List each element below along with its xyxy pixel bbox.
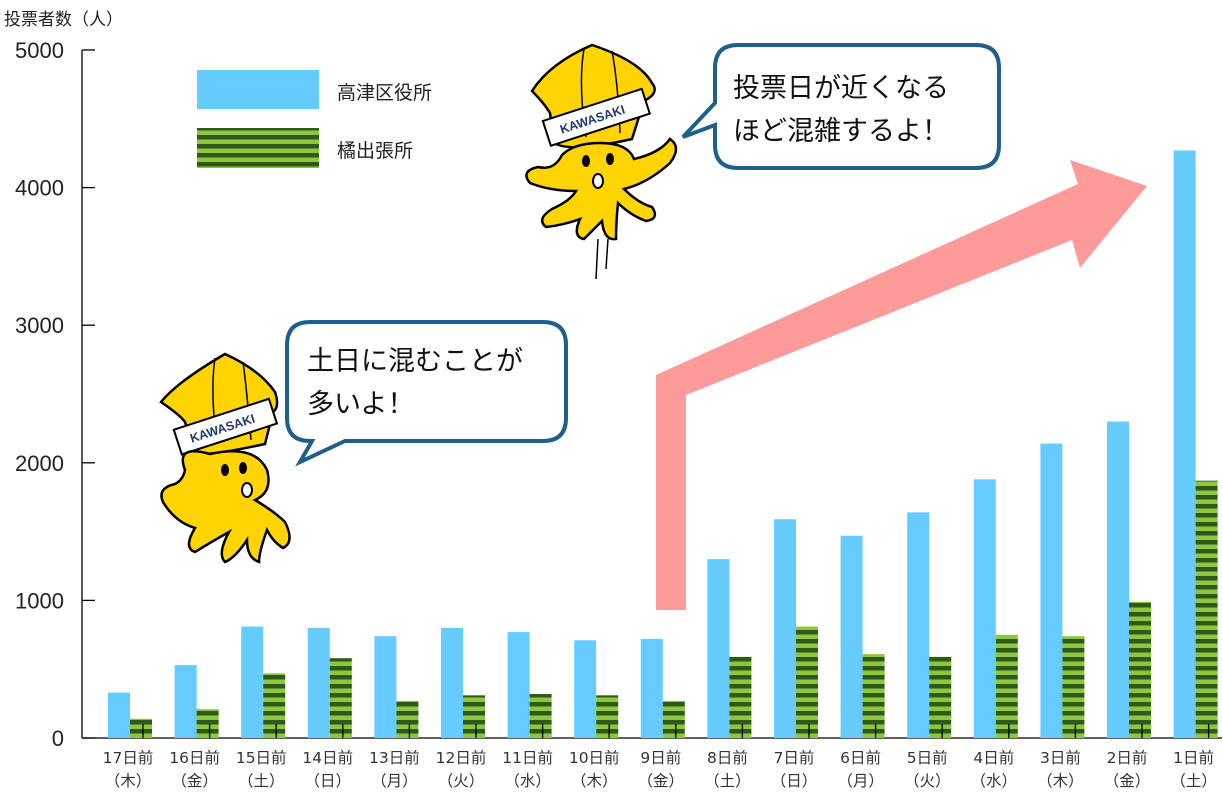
bar-kotsu [774, 519, 796, 738]
bar-kotsu [973, 479, 996, 738]
bar-tachibana [1195, 480, 1218, 738]
x-category-day: 9日前 [640, 749, 681, 767]
x-category-weekday: （月） [371, 772, 418, 790]
y-tick-marks [82, 49, 95, 739]
speech-bubble-left: 土日に混むことが 多いよ！ [285, 320, 568, 467]
y-tick-labels: 5000 4000 3000 2000 1000 0 [15, 38, 64, 751]
speech-bubble-right: 投票日が近くなる ほど混雑するよ！ [681, 43, 1001, 170]
bubble-left-line-2: 多いよ！ [307, 389, 414, 420]
bar-kotsu [1040, 443, 1063, 738]
legend-label-kotsu: 高津区役所 [337, 82, 432, 104]
bar-tachibana [662, 700, 685, 738]
x-category-day: 6日前 [840, 749, 881, 767]
bar-tachibana [929, 656, 952, 738]
x-category-weekday: （月） [837, 772, 884, 790]
x-category-day: 15日前 [236, 749, 287, 767]
legend: 高津区役所 橘出張所 [197, 70, 432, 168]
x-category-weekday: （火） [904, 772, 951, 790]
bar-kotsu [1107, 421, 1129, 738]
y-axis-label: 投票者数（人） [4, 10, 123, 30]
x-category-weekday: （木） [571, 772, 618, 790]
bar-tachibana [862, 654, 885, 738]
bar-tachibana [329, 658, 352, 738]
x-category-weekday: （金） [638, 772, 685, 790]
bar-tachibana [396, 700, 419, 738]
x-category-weekday: （木） [1037, 772, 1084, 790]
bar-kotsu [707, 559, 730, 738]
x-category-day: 12日前 [436, 749, 487, 767]
bar-tachibana [1062, 636, 1085, 738]
y-tick-label: 1000 [15, 588, 64, 613]
bar-kotsu [441, 627, 463, 738]
bar-kotsu [640, 638, 663, 738]
bars [108, 150, 1218, 738]
x-category-day: 4日前 [973, 749, 1014, 767]
x-category-weekday: （金） [1104, 772, 1151, 790]
x-category-weekday: （木） [105, 772, 152, 790]
x-category-day: 17日前 [103, 749, 154, 767]
bar-kotsu [374, 636, 397, 738]
legend-label-tachibana: 橘出張所 [337, 140, 413, 162]
x-category-weekday: （土） [1170, 772, 1217, 790]
x-category-day: 8日前 [707, 749, 748, 767]
category-labels: 17日前 （木） 16日前 （金） 15日前 （土） 14日前 （日） 13日前 （月） 12日前 （… [103, 749, 1217, 790]
bar-kotsu [574, 640, 597, 738]
bar-kotsu [307, 627, 330, 738]
x-category-weekday: （日） [771, 772, 818, 790]
y-tick-label: 5000 [15, 38, 64, 63]
y-tick-label: 3000 [15, 313, 64, 338]
x-category-day: 1日前 [1173, 749, 1214, 767]
x-category-day: 5日前 [907, 749, 948, 767]
x-category-day: 16日前 [169, 749, 220, 767]
bar-kotsu [108, 692, 130, 738]
x-category-weekday: （日） [305, 772, 352, 790]
x-category-day: 2日前 [1107, 749, 1148, 767]
x-category-day: 13日前 [369, 749, 420, 767]
bar-tachibana [263, 673, 286, 738]
x-category-day: 10日前 [569, 749, 620, 767]
squid-mascot-right-icon: KAWASAKI [525, 43, 678, 280]
x-category-weekday: （水） [504, 772, 551, 790]
y-tick-label: 0 [52, 726, 64, 751]
bar-tachibana [995, 634, 1018, 738]
x-category-day: 11日前 [502, 749, 553, 767]
bar-kotsu [241, 626, 264, 738]
x-category-weekday: （金） [171, 772, 218, 790]
x-category-weekday: （土） [238, 772, 285, 790]
bubble-right-line-1: 投票日が近くなる [733, 73, 949, 104]
bar-kotsu [174, 665, 197, 738]
squid-mascot-left-icon: KAWASAKI [159, 352, 291, 564]
bar-tachibana [596, 695, 619, 738]
bar-tachibana [463, 695, 485, 738]
bubble-left-line-1: 土日に混むことが [307, 346, 523, 377]
x-category-weekday: （土） [704, 772, 751, 790]
bar-tachibana [196, 709, 219, 738]
trend-arrow [656, 160, 1147, 610]
bar-tachibana [130, 718, 152, 738]
bar-tachibana [1129, 601, 1151, 738]
x-category-day: 3日前 [1040, 749, 1081, 767]
bar-tachibana [529, 693, 552, 738]
y-tick-label: 4000 [15, 176, 64, 201]
bar-kotsu [507, 632, 530, 738]
x-category-weekday: （火） [438, 772, 485, 790]
x-category-day: 7日前 [774, 749, 815, 767]
x-category-day: 14日前 [302, 749, 353, 767]
bar-tachibana [796, 626, 818, 738]
bar-kotsu [1173, 150, 1196, 738]
bar-kotsu [907, 512, 930, 738]
bar-tachibana [729, 656, 752, 738]
bar-kotsu [840, 535, 863, 738]
legend-swatch-kotsu [197, 70, 319, 109]
y-tick-label: 2000 [15, 451, 64, 476]
bubble-right-line-2: ほど混雑するよ！ [733, 116, 949, 147]
x-category-weekday: （水） [971, 772, 1018, 790]
legend-swatch-tachibana [197, 128, 319, 168]
